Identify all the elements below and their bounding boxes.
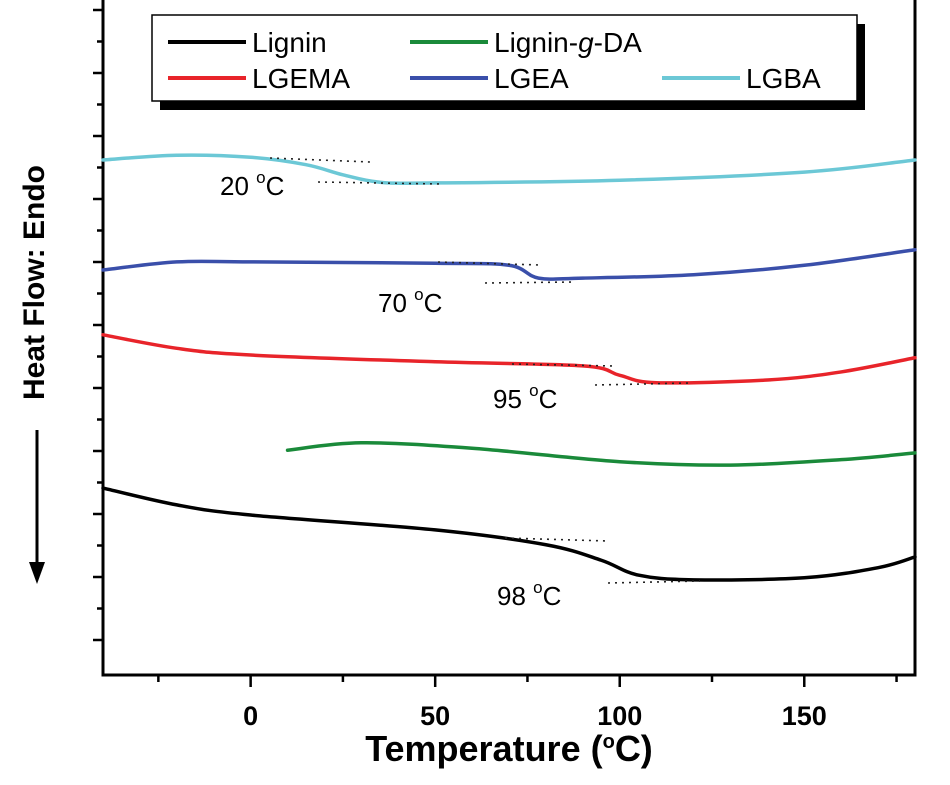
tangent-line — [511, 363, 616, 367]
tangent-line — [484, 281, 576, 284]
x-tick-label: 100 — [597, 701, 642, 731]
annotation-value: 98 — [497, 581, 533, 611]
tangent-line — [607, 580, 701, 584]
series-line-lgema — [101, 333, 917, 385]
transition-annotation: 95 oC — [493, 381, 557, 414]
series-line-lgea — [101, 248, 917, 281]
annotation-unit: C — [539, 384, 558, 414]
y-axis-label: Heat Flow: Endo — [18, 165, 51, 400]
legend-label-part: -DA — [594, 27, 643, 58]
annotation-degree: o — [529, 381, 538, 400]
tangent-line — [437, 261, 541, 266]
transition-annotation: 98 oC — [497, 578, 561, 611]
legend-label-part: g — [578, 27, 594, 58]
transition-annotation: 70 oC — [378, 285, 442, 318]
x-axis-label-unit: C) — [614, 728, 653, 769]
annotation-value: 70 — [378, 288, 414, 318]
x-axis-label-text: Temperature ( — [365, 728, 603, 769]
annotation-value: 95 — [493, 384, 529, 414]
legend-label-lignin-g-da: Lignin-g-DA — [494, 27, 642, 58]
annotation-value: 20 — [220, 171, 256, 201]
tangent-line — [594, 382, 691, 386]
tangent-line — [269, 157, 371, 163]
y-axis-arrow-head-icon — [29, 562, 45, 584]
legend: Lignin Lignin-g-DA LGEMA LGEA LGBA — [151, 14, 865, 110]
x-tick-label: 150 — [782, 701, 827, 731]
series-line-lignin — [101, 486, 917, 582]
legend-label-lgba: LGBA — [746, 63, 821, 94]
x-tick-label: 50 — [420, 701, 450, 731]
legend-label-lignin: Lignin — [252, 27, 327, 58]
legend-label-lgea: LGEA — [494, 63, 569, 94]
x-tick-label: 0 — [243, 701, 258, 731]
tangent-line — [504, 537, 609, 542]
annotation-unit: C — [543, 581, 562, 611]
x-axis-label-degree: o — [602, 731, 615, 753]
transition-annotation: 20 oC — [220, 168, 284, 201]
annotation-degree: o — [533, 578, 542, 597]
legend-label-part: Lignin- — [494, 27, 578, 58]
annotation-degree: o — [256, 168, 265, 187]
series-line-lignin-g-da — [285, 441, 917, 467]
legend-label-lgema: LGEMA — [252, 63, 350, 94]
annotation-unit: C — [424, 288, 443, 318]
x-axis-label: Temperature (oC) — [103, 728, 915, 770]
annotation-degree: o — [414, 285, 423, 304]
legend-box — [151, 14, 858, 102]
annotation-unit: C — [266, 171, 285, 201]
